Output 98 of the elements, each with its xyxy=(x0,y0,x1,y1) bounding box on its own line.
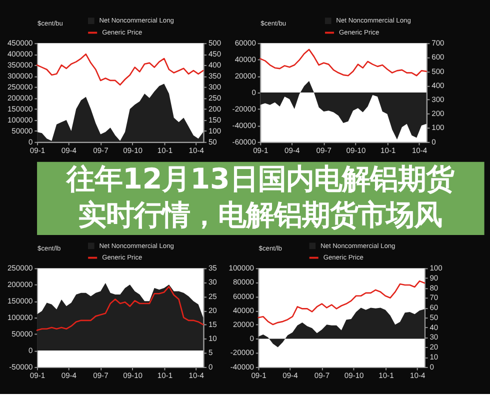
y2-tick-label: 20 xyxy=(208,306,217,315)
y2-tick-label: 100 xyxy=(208,126,222,136)
y2-tick-label: 400 xyxy=(432,80,444,90)
y-tick-label: 50000 xyxy=(12,126,33,136)
y2-tick-label: 15 xyxy=(208,320,217,330)
x-tick-label: 09-7 xyxy=(316,146,332,155)
x-tick-label: 09-1 xyxy=(251,370,266,380)
line-series xyxy=(36,53,204,86)
y2-tick-label: 350 xyxy=(208,71,222,80)
y2-tick-label: 250 xyxy=(208,93,222,102)
y2-tick-label: 400 xyxy=(208,60,222,70)
x-tick-label: 09-4 xyxy=(61,146,77,155)
y2-tick-label: 200 xyxy=(208,104,222,114)
y-tick-label: -40000 xyxy=(230,362,254,372)
y-tick-label: 350000 xyxy=(7,60,33,70)
y2-tick-label: 50 xyxy=(208,137,217,146)
x-tick-label: 10-1 xyxy=(157,370,173,380)
y-tick-label: -50000 xyxy=(9,362,33,372)
x-tick-label: 09-1 xyxy=(30,370,46,380)
y2-tick-label: 450 xyxy=(208,50,222,59)
x-tick-label: 10-1 xyxy=(380,146,396,155)
y2-tick-label: 100 xyxy=(432,123,444,132)
y-tick-label: 200000 xyxy=(7,93,33,102)
y-tick-label: 0 xyxy=(252,88,256,97)
y2-tick-label: 80 xyxy=(430,283,438,292)
y2-tick-label: 0 xyxy=(432,137,436,146)
y2-tick-label: 50 xyxy=(430,312,438,322)
y-tick-label: -20000 xyxy=(230,348,254,358)
x-tick-label: 09-7 xyxy=(314,370,330,380)
x-tick-label: 09-1 xyxy=(253,146,268,155)
y2-tick-label: 300 xyxy=(208,82,222,92)
y2-tick-label: 100 xyxy=(430,264,442,273)
y2-tick-label: 600 xyxy=(432,52,444,62)
line-series xyxy=(258,280,426,326)
y2-tick-label: 200 xyxy=(432,109,444,118)
y-tick-label: 450000 xyxy=(7,38,33,48)
x-tick-label: 09-4 xyxy=(282,370,298,380)
y2-tick-label: 30 xyxy=(208,278,217,287)
y-tick-label: 400000 xyxy=(7,50,33,59)
x-tick-label: 09-4 xyxy=(61,370,77,380)
x-tick-label: 10-4 xyxy=(188,370,204,380)
x-tick-label: 09-10 xyxy=(123,146,143,155)
y-tick-label: 250000 xyxy=(7,82,33,92)
y-tick-label: 200000 xyxy=(7,280,33,290)
y2-tick-label: 40 xyxy=(430,322,438,332)
y2-tick-label: 70 xyxy=(430,293,438,302)
y2-tick-label: 500 xyxy=(208,38,222,48)
y-tick-label: 0 xyxy=(250,334,254,344)
y-tick-label: 150000 xyxy=(7,104,33,114)
y-tick-label: -60000 xyxy=(232,137,256,146)
line-series xyxy=(36,286,204,331)
y2-tick-label: 10 xyxy=(430,352,438,362)
x-tick-label: 09-4 xyxy=(284,146,300,155)
y2-tick-label: 20 xyxy=(430,342,438,352)
text: 往年12月13日国内电解铝期货实时行情，电解铝期货市场风 xyxy=(66,162,454,232)
x-tick-label: 10-4 xyxy=(188,146,204,155)
y-tick-label: 250000 xyxy=(7,264,33,273)
y-tick-label: 80000 xyxy=(232,278,254,287)
y2-tick-label: 500 xyxy=(432,66,444,76)
y-tick-label: 40000 xyxy=(232,306,254,315)
y2-tick-label: 700 xyxy=(432,38,444,48)
x-tick-label: 09-10 xyxy=(344,370,364,380)
x-tick-label: 09-7 xyxy=(93,146,108,155)
y2-tick-label: 0 xyxy=(430,362,434,372)
y-tick-label: 40000 xyxy=(234,54,256,64)
y-tick-label: 60000 xyxy=(234,38,256,48)
y-tick-label: 100000 xyxy=(7,115,33,124)
y2-tick-label: 0 xyxy=(208,362,213,372)
y2-tick-label: 10 xyxy=(208,334,217,344)
y-tick-label: 20000 xyxy=(232,320,254,330)
y2-tick-label: 35 xyxy=(208,264,217,273)
y2-tick-label: 300 xyxy=(432,94,444,104)
x-tick-label: 10-1 xyxy=(157,146,173,155)
line-series xyxy=(260,48,428,76)
y-tick-label: 20000 xyxy=(234,71,256,80)
y2-tick-label: 30 xyxy=(430,332,438,342)
y-tick-label: 150000 xyxy=(7,296,33,306)
y2-tick-label: 150 xyxy=(208,115,222,124)
y2-tick-label: 5 xyxy=(208,348,213,358)
x-tick-label: 10-1 xyxy=(378,370,394,380)
y2-tick-label: 90 xyxy=(430,273,438,282)
y-tick-label: 0 xyxy=(28,346,33,355)
y-tick-label: -40000 xyxy=(232,120,256,130)
x-tick-label: 09-7 xyxy=(93,370,108,380)
y-tick-label: 60000 xyxy=(232,292,254,301)
y2-tick-label: 60 xyxy=(430,303,438,312)
y-tick-label: -20000 xyxy=(232,104,256,114)
y-tick-label: 100000 xyxy=(228,264,254,273)
y-tick-label: 300000 xyxy=(7,71,33,80)
x-tick-label: 10-4 xyxy=(412,146,428,155)
x-tick-label: 10-4 xyxy=(410,370,426,380)
y2-tick-label: 25 xyxy=(208,292,217,301)
x-tick-label: 09-1 xyxy=(30,146,46,155)
y-tick-label: 100000 xyxy=(7,312,33,322)
y-tick-label: 50000 xyxy=(12,329,33,338)
x-tick-label: 09-10 xyxy=(346,146,366,155)
x-tick-label: 09-10 xyxy=(123,370,143,380)
y-tick-label: 0 xyxy=(28,137,33,146)
